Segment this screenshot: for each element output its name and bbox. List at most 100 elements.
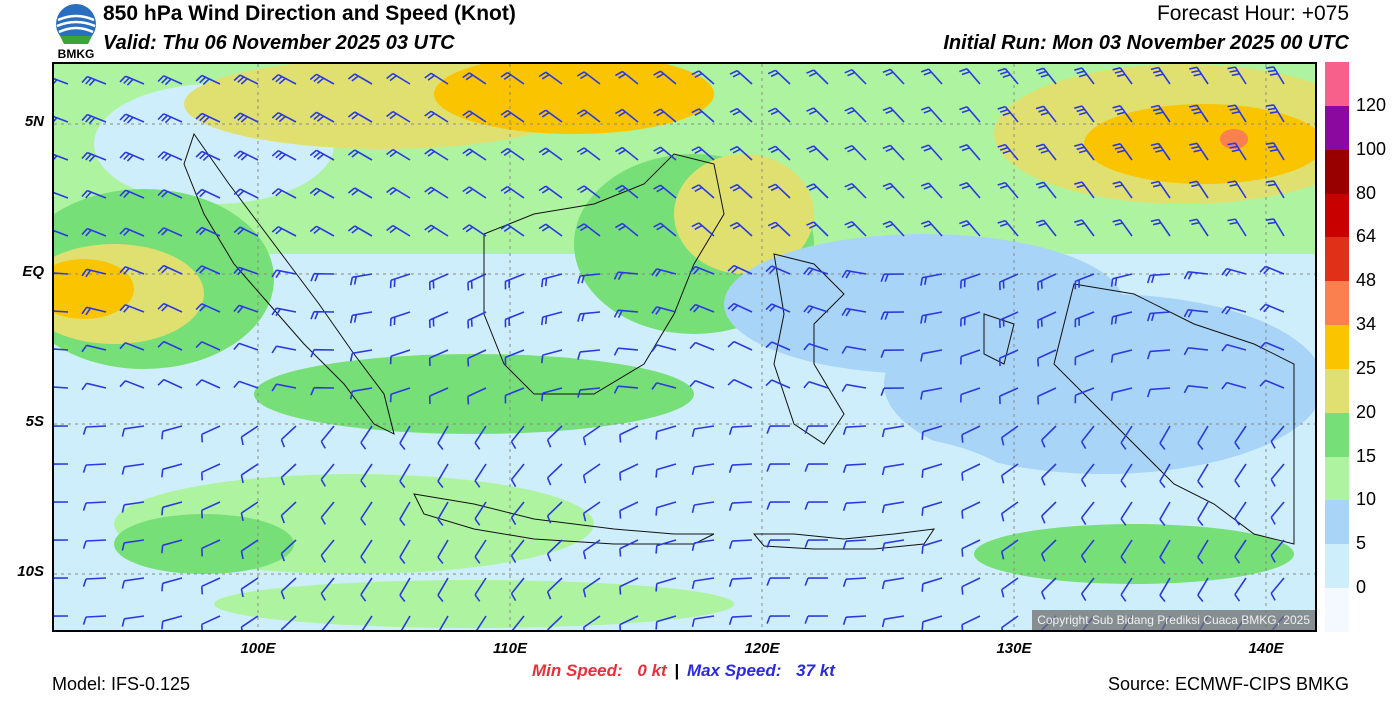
wind-barb xyxy=(842,425,867,436)
wind-barb xyxy=(653,70,677,85)
wind-barb xyxy=(462,186,487,199)
colorbar-swatch xyxy=(1325,456,1349,501)
wind-barb xyxy=(233,150,259,161)
colorbar xyxy=(1325,62,1349,632)
wind-barb xyxy=(475,615,487,630)
wind-barb xyxy=(310,348,335,358)
wind-barb xyxy=(360,425,373,450)
wind-barb xyxy=(842,463,867,474)
wind-barb xyxy=(240,425,259,446)
wind-barb xyxy=(961,539,981,557)
max-speed-label: Max Speed: xyxy=(686,661,782,680)
wind-barb xyxy=(500,223,525,237)
wind-barb xyxy=(1150,104,1171,123)
wind-barb xyxy=(882,68,905,85)
wind-barb xyxy=(844,106,867,123)
wind-barb xyxy=(399,539,411,564)
wind-barb xyxy=(360,463,373,488)
wind-barb xyxy=(510,463,525,488)
wind-map: Copyright Sub Bidang Prediksi Cuaca BMKG… xyxy=(52,62,1317,632)
wind-barb xyxy=(474,577,487,602)
wind-barb xyxy=(655,539,677,554)
wind-barb xyxy=(54,229,69,237)
wind-barb xyxy=(347,149,373,161)
wind-barb xyxy=(157,302,183,313)
colorbar-swatch xyxy=(1325,544,1349,589)
colorbar-label: 25 xyxy=(1356,357,1377,378)
wind-barb xyxy=(1197,539,1209,564)
wind-barb xyxy=(691,222,715,237)
wind-barb xyxy=(1197,577,1209,602)
wind-barb xyxy=(960,387,981,403)
wind-barb xyxy=(844,68,867,85)
wind-barb xyxy=(960,311,981,327)
wind-barb xyxy=(1035,105,1057,123)
wind-barb xyxy=(119,75,145,86)
wind-barb xyxy=(998,273,1019,291)
wind-barb xyxy=(881,501,905,514)
wind-barb xyxy=(576,71,601,85)
wind-barb xyxy=(386,224,411,237)
wind-barb xyxy=(1150,180,1171,199)
wind-barb xyxy=(161,615,183,630)
wind-barb xyxy=(880,311,905,320)
wind-barb xyxy=(729,107,753,123)
wind-barb xyxy=(1074,349,1095,366)
wind-barb xyxy=(271,187,297,199)
colorbar-swatch xyxy=(1325,281,1349,326)
wind-barb xyxy=(195,303,221,313)
wind-barb xyxy=(386,148,411,161)
colorbar-swatch xyxy=(1325,149,1349,194)
wind-barb xyxy=(54,272,69,275)
wind-barb xyxy=(806,107,829,123)
wind-barb xyxy=(806,183,829,199)
wind-barb xyxy=(1265,218,1285,237)
wind-barb xyxy=(271,383,297,392)
logo-text: BMKG xyxy=(58,47,95,60)
wind-barb xyxy=(82,539,107,549)
wind-barb xyxy=(959,144,981,161)
wind-barb xyxy=(766,615,791,624)
wind-barb xyxy=(538,147,563,161)
colorbar-label: 34 xyxy=(1356,314,1377,335)
forecast-hour: Forecast Hour: +075 xyxy=(1156,2,1349,25)
wind-barb xyxy=(806,221,829,237)
wind-barb xyxy=(538,223,563,237)
colorbar-label: 64 xyxy=(1356,226,1377,247)
wind-barb xyxy=(582,577,601,598)
wind-barb xyxy=(1150,218,1171,237)
wind-barb xyxy=(1112,105,1133,123)
initial-run: Initial Run: Mon 03 November 2025 00 UTC xyxy=(943,32,1349,54)
wind-barb xyxy=(576,185,601,199)
wind-barb xyxy=(841,269,867,279)
wind-barb xyxy=(619,539,639,557)
wind-barb xyxy=(195,150,221,161)
wind-barb xyxy=(882,106,905,123)
wind-barb xyxy=(54,77,69,85)
wind-barb xyxy=(619,463,639,481)
wind-barb xyxy=(1074,181,1095,199)
wind-barb xyxy=(1234,463,1247,488)
wind-barb xyxy=(1120,539,1133,564)
lon-label-110e: 110E xyxy=(493,640,527,657)
wind-barb xyxy=(1197,463,1209,488)
wind-barb xyxy=(577,349,601,360)
papua-coast xyxy=(1053,283,1295,545)
wind-barb xyxy=(804,501,829,510)
wind-barb xyxy=(54,577,69,579)
wind-barb xyxy=(1265,180,1285,199)
wind-barb xyxy=(765,341,791,351)
wind-barb xyxy=(157,189,183,199)
wind-barb xyxy=(1265,104,1285,123)
wind-barb xyxy=(504,387,525,404)
wind-barb xyxy=(1112,67,1133,85)
wind-barb xyxy=(880,273,905,282)
wind-barb xyxy=(1074,67,1095,85)
wind-barb xyxy=(161,577,183,592)
wind-barb xyxy=(997,67,1019,85)
sumatra-coast xyxy=(183,132,395,435)
wind-barb xyxy=(1234,539,1247,564)
colorbar-swatch xyxy=(1325,325,1349,369)
colorbar-label: 5 xyxy=(1356,533,1367,554)
wind-barb xyxy=(81,227,107,237)
